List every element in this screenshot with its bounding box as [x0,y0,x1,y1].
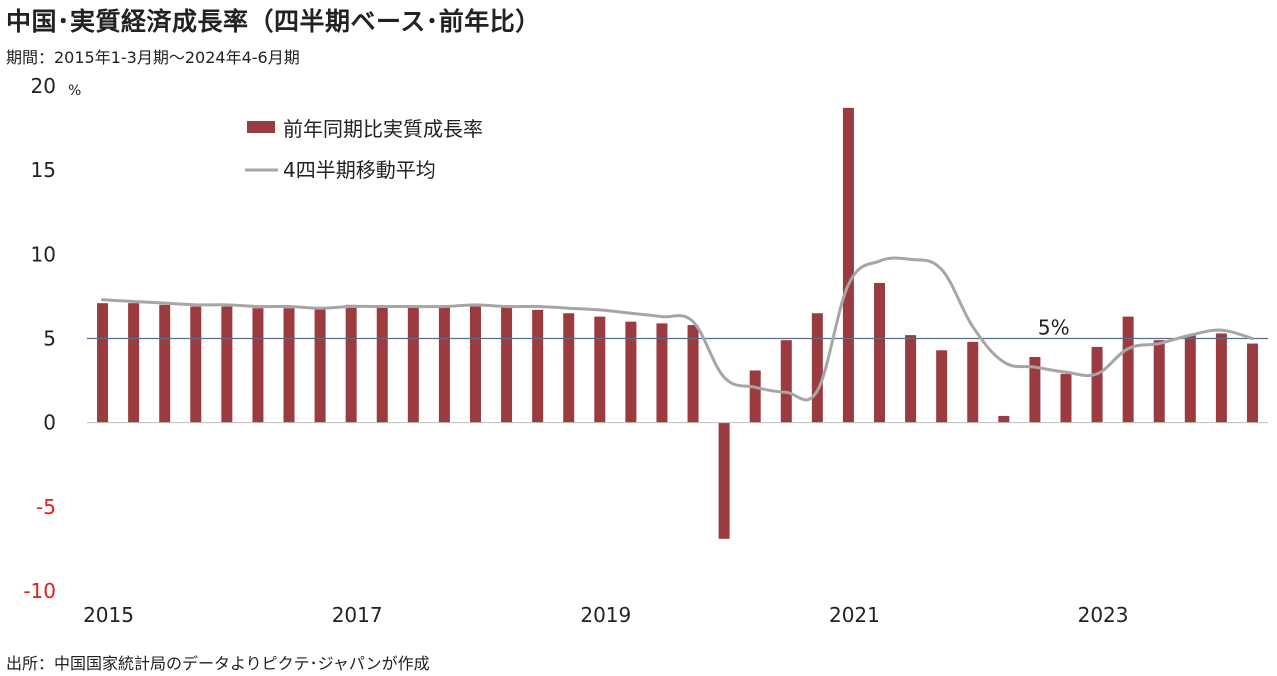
bar-2017Q3 [407,306,419,423]
y-tick-label: 10 [31,242,56,266]
y-tick-label: -10 [23,579,56,603]
bar-series [97,107,1258,539]
y-tick-label: 15 [31,158,56,182]
bar-2021Q3 [905,335,917,423]
x-tick-label: 2019 [580,603,631,627]
bar-2020Q4 [811,313,823,423]
bar-2018Q4 [563,313,575,423]
chart-period: 期間：2015年1-3月期～2024年4-6月期 [6,48,300,67]
bar-2020Q1 [718,422,730,539]
bar-2017Q4 [438,306,450,423]
bar-2019Q3 [656,323,668,423]
chart-title: 中国･実質経済成長率（四半期ベース･前年比） [6,7,541,36]
legend-bar-label: 前年同期比実質成長率 [283,117,483,141]
bar-2016Q2 [252,308,264,423]
bar-2023Q4 [1184,335,1196,423]
bar-2016Q1 [221,306,233,423]
x-tick-label: 2017 [332,603,383,627]
y-tick-label: -5 [36,495,56,519]
legend-line-label: 4四半期移動平均 [283,158,436,182]
bar-2024Q2 [1246,343,1258,423]
bar-2018Q2 [501,306,513,423]
chart-source: 出所：中国国家統計局のデータよりピクテ･ジャパンが作成 [6,654,430,673]
x-tick-label: 2023 [1078,603,1129,627]
bar-2019Q1 [594,316,606,423]
bar-2022Q3 [1029,357,1041,423]
bar-2019Q4 [687,325,699,423]
x-tick-label: 2015 [83,603,134,627]
bar-2022Q1 [967,341,979,423]
y-tick-label: 0 [43,411,56,435]
bar-2023Q1 [1091,346,1103,423]
bar-2024Q1 [1215,333,1227,423]
x-tick-label: 2021 [829,603,880,627]
bar-2015Q1 [97,303,109,423]
bar-2018Q3 [532,309,544,423]
bar-2020Q2 [749,370,761,423]
bar-2021Q2 [874,282,886,423]
bar-2017Q2 [376,306,388,423]
bar-2015Q3 [159,304,171,423]
bar-2019Q2 [625,321,637,423]
legend: 前年同期比実質成長率 4四半期移動平均 [245,117,483,182]
x-axis-labels: 2015 2017 2019 2021 2023 [83,603,1128,627]
bar-2023Q3 [1153,340,1165,423]
bar-2020Q3 [780,340,792,423]
bar-2018Q1 [469,306,481,423]
legend-bar-swatch [247,121,275,133]
y-axis-labels: 20 15 10 5 0 -5 -10 [23,74,56,603]
y-tick-label: 5 [43,327,56,351]
reference-line-label: 5% [1038,316,1070,340]
bar-2022Q4 [1060,373,1072,423]
bar-2023Q2 [1122,316,1134,423]
bar-2015Q4 [190,306,202,423]
bar-2016Q4 [314,308,326,423]
y-tick-label: 20 [31,74,56,98]
moving-average-line [101,256,1254,402]
bar-2015Q2 [128,303,140,423]
bar-2017Q1 [345,304,357,423]
bar-2021Q1 [842,107,854,423]
bar-2016Q3 [283,308,295,423]
bar-2022Q2 [998,415,1010,423]
bar-2021Q4 [936,350,948,423]
y-unit-label: % [68,83,81,99]
